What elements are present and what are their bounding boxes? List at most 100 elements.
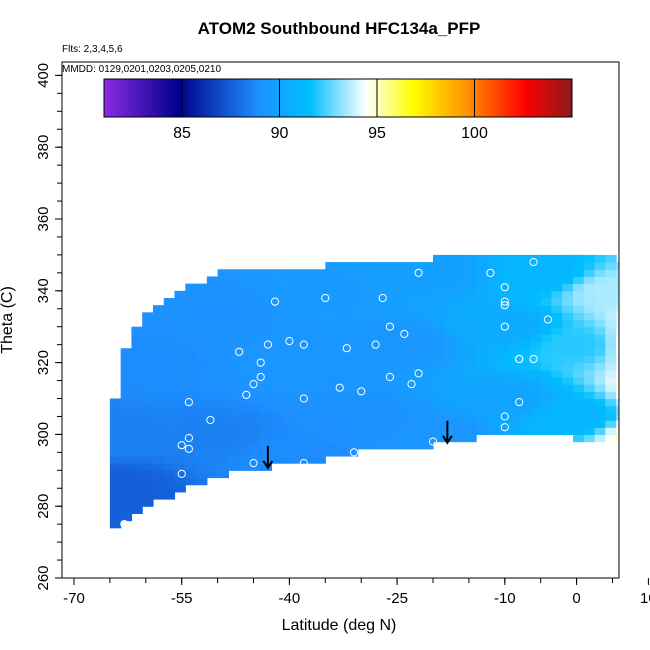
heatmap-cell [346,305,359,313]
heatmap-cell [120,405,133,414]
heatmap-cell [260,391,273,400]
heatmap-cell [206,348,219,357]
heatmap-cell [605,384,617,392]
heatmap-cell [583,312,596,321]
heatmap-cell [562,405,574,414]
heatmap-cell [249,312,262,321]
heatmap-cell [508,412,520,421]
heatmap-cell [529,348,542,357]
heatmap-cell [260,455,273,464]
heatmap-cell [163,376,176,385]
heatmap-cell [174,470,186,479]
heatmap-cell [411,384,423,392]
heatmap-cell [239,434,251,443]
heatmap-cell [217,276,229,285]
heatmap-cell [174,333,186,342]
heatmap-cell [594,326,606,335]
heatmap-cell [303,312,316,321]
heatmap-cell [228,405,240,414]
y-tick-label: 300 [35,422,52,447]
heatmap-cell [465,398,477,407]
heatmap-cell [239,355,251,364]
heatmap-cell [476,333,488,342]
heatmap-cell [185,405,197,414]
sample-point [515,398,524,407]
heatmap-cell [314,305,326,313]
heatmap-cell [206,326,219,335]
heatmap-cell [131,341,143,349]
heatmap-cell [120,434,133,443]
heatmap-cell [174,376,186,385]
heatmap-cell [292,412,305,421]
heatmap-cell [206,355,219,364]
sample-point [256,358,265,367]
heatmap-cell [260,297,273,306]
heatmap-cell [217,405,229,414]
heatmap-cell [540,398,553,407]
heatmap-cell [443,305,456,313]
arrows-layer [262,420,453,470]
heatmap-cell [152,362,165,371]
heatmap-cell [454,290,466,299]
heatmap-cell [260,420,273,428]
sample-point [500,423,509,432]
heatmap-cell [400,290,413,299]
heatmap-cell [508,355,520,364]
heatmap-cell [540,420,553,428]
heatmap-cell [627,399,638,407]
heatmap-cell [174,319,186,328]
heatmap-cell [389,362,402,371]
heatmap-cell [142,427,154,435]
heatmap-cell [497,326,509,335]
heatmap-cell [206,341,219,349]
heatmap-cell [454,355,466,364]
heatmap-cell [152,355,165,364]
heatmap-cell [314,455,326,464]
heatmap-cell [260,398,273,407]
heatmap-cell [551,305,563,313]
y-tick-label: 360 [35,206,52,231]
colorbar-tick-label: 100 [461,125,488,142]
y-tick-label: 320 [35,350,52,375]
heatmap-cell [346,276,359,285]
heatmap-cell [389,333,402,342]
heatmap-cell [249,369,262,378]
x-tick-label: -25 [386,590,408,607]
heatmap-cell [551,369,563,378]
heatmap-cell [249,319,262,328]
heatmap-cell [465,297,477,306]
heatmap-cell [508,297,520,306]
heatmap-cell [303,348,316,357]
heatmap-cell [163,398,176,407]
heatmap-cell [562,384,574,392]
heatmap-cell [476,254,488,263]
heatmap-cell [260,441,273,450]
heatmap-cell [433,297,445,306]
heatmap-cell [163,348,176,357]
heatmap-cell [573,412,585,421]
heatmap-cell [529,427,542,435]
heatmap-cell [346,326,359,335]
heatmap-cell [131,448,143,457]
heatmap-cell [594,297,606,306]
heatmap-cell [185,477,197,486]
heatmap-cell [529,384,542,392]
heatmap-cell [336,341,348,349]
heatmap-cell [594,348,606,357]
heatmap-cell [519,420,531,428]
heatmap-cell [185,312,197,321]
heatmap-cell [389,420,402,428]
heatmap-cell [163,405,176,414]
heatmap-cell [605,412,617,421]
heatmap-cell [594,384,606,392]
heatmap-cell [131,376,143,385]
heatmap-cell [303,333,316,342]
heatmap-cell [422,290,434,299]
heatmap-cell [562,398,574,407]
heatmap-cell [411,362,423,371]
heatmap-cell [314,341,326,349]
heatmap-cell [368,305,380,313]
heatmap-cell [562,333,574,342]
heatmap-cell [303,420,316,428]
heatmap-cell [249,420,262,428]
